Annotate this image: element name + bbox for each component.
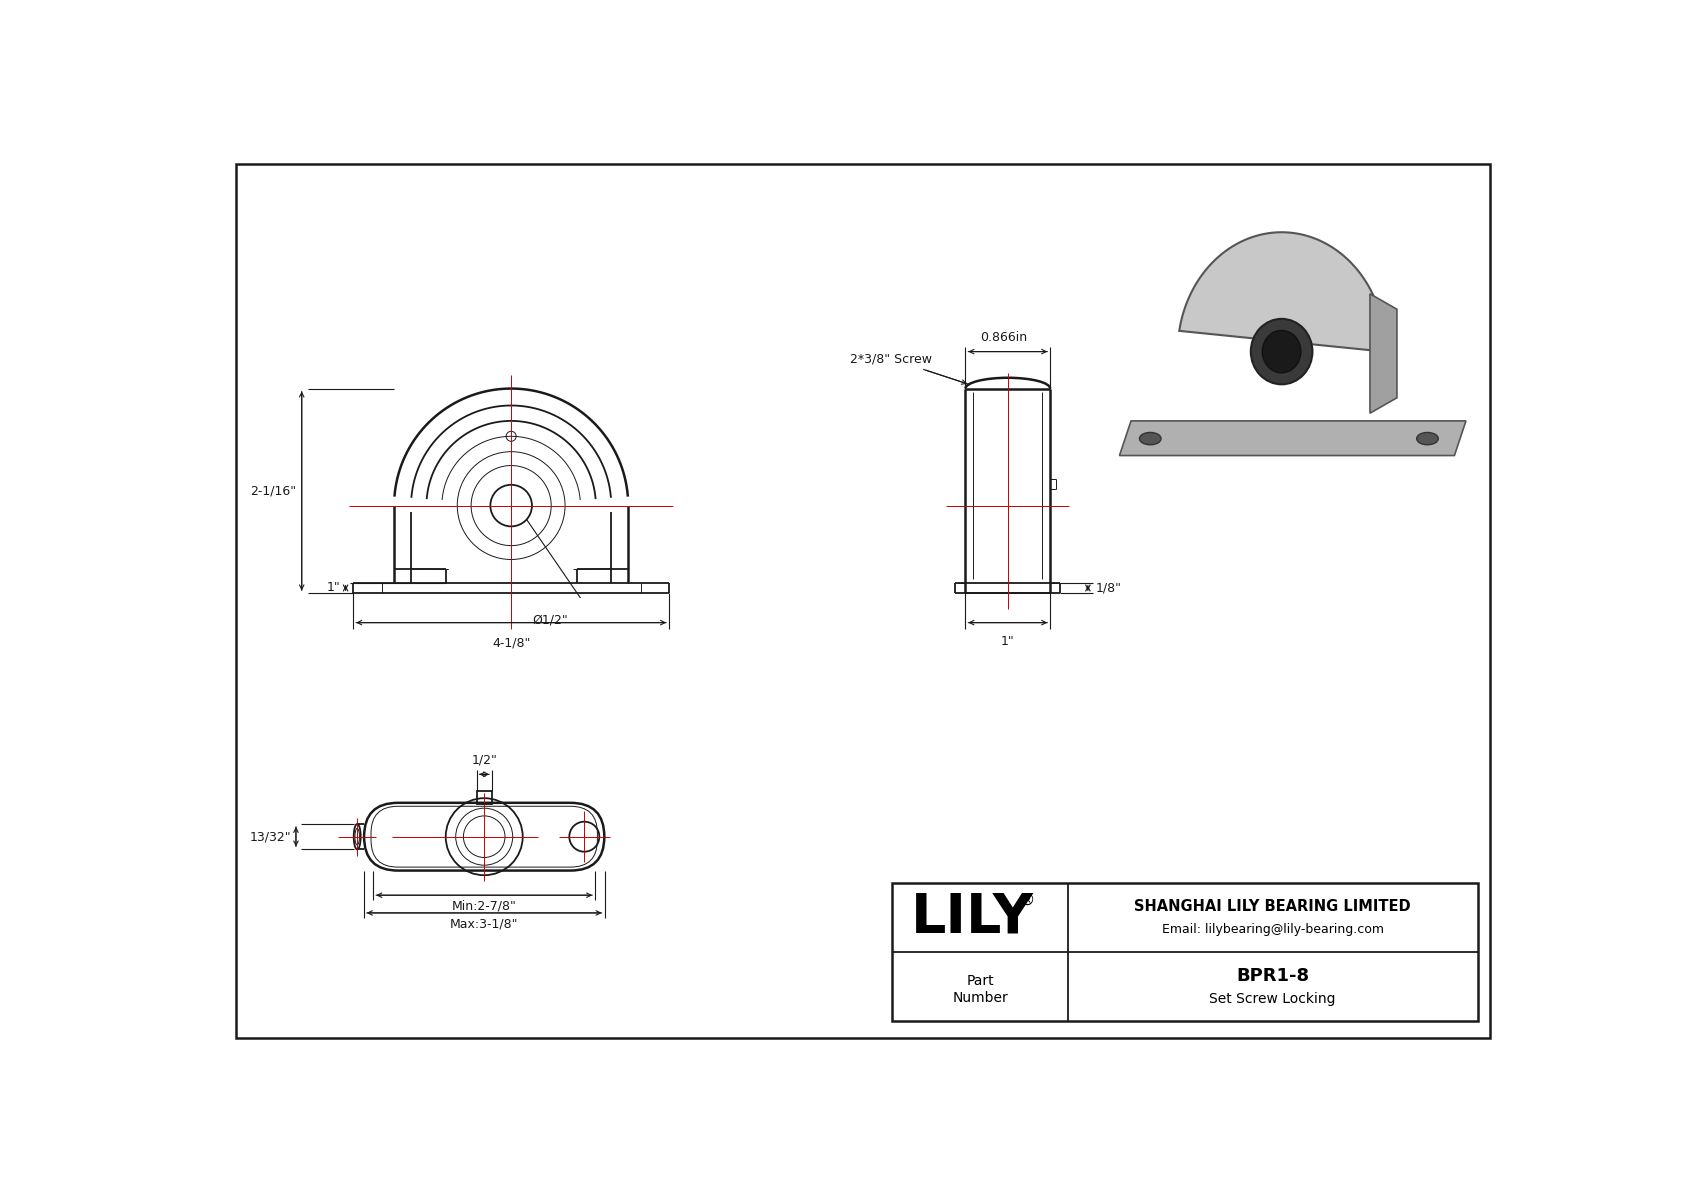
Text: 4-1/8": 4-1/8" (492, 636, 530, 649)
Text: Email: lilybearing@lily-bearing.com: Email: lilybearing@lily-bearing.com (1162, 923, 1384, 936)
Text: 1": 1" (1000, 635, 1015, 648)
Text: Set Screw Locking: Set Screw Locking (1209, 992, 1335, 1006)
Polygon shape (1371, 294, 1398, 413)
Ellipse shape (1140, 432, 1160, 444)
Text: Min:2-7/8": Min:2-7/8" (451, 900, 517, 912)
Ellipse shape (1251, 319, 1312, 385)
Polygon shape (1120, 420, 1467, 455)
Text: 1/8": 1/8" (1096, 581, 1122, 594)
Text: BPR1-8: BPR1-8 (1236, 967, 1308, 985)
Text: 1": 1" (327, 581, 340, 594)
Text: Part: Part (967, 974, 994, 987)
Bar (893, 883, 1477, 1022)
Text: Ø1/2": Ø1/2" (532, 613, 568, 626)
Text: Number: Number (951, 991, 1009, 1005)
Text: 0.866in: 0.866in (980, 331, 1027, 344)
Text: 2-1/16": 2-1/16" (251, 485, 296, 498)
Ellipse shape (1263, 330, 1300, 373)
Bar (477, 791, 492, 804)
Text: SHANGHAI LILY BEARING LIMITED: SHANGHAI LILY BEARING LIMITED (1135, 899, 1411, 915)
Ellipse shape (1416, 432, 1438, 444)
Text: 1/2": 1/2" (472, 754, 497, 767)
Text: 13/32": 13/32" (249, 830, 291, 843)
Text: 2*3/8" Screw: 2*3/8" Screw (850, 353, 931, 366)
Text: ®: ® (1021, 893, 1036, 908)
Polygon shape (1179, 232, 1384, 351)
Text: Max:3-1/8": Max:3-1/8" (450, 917, 519, 930)
Text: LILY: LILY (911, 891, 1034, 944)
